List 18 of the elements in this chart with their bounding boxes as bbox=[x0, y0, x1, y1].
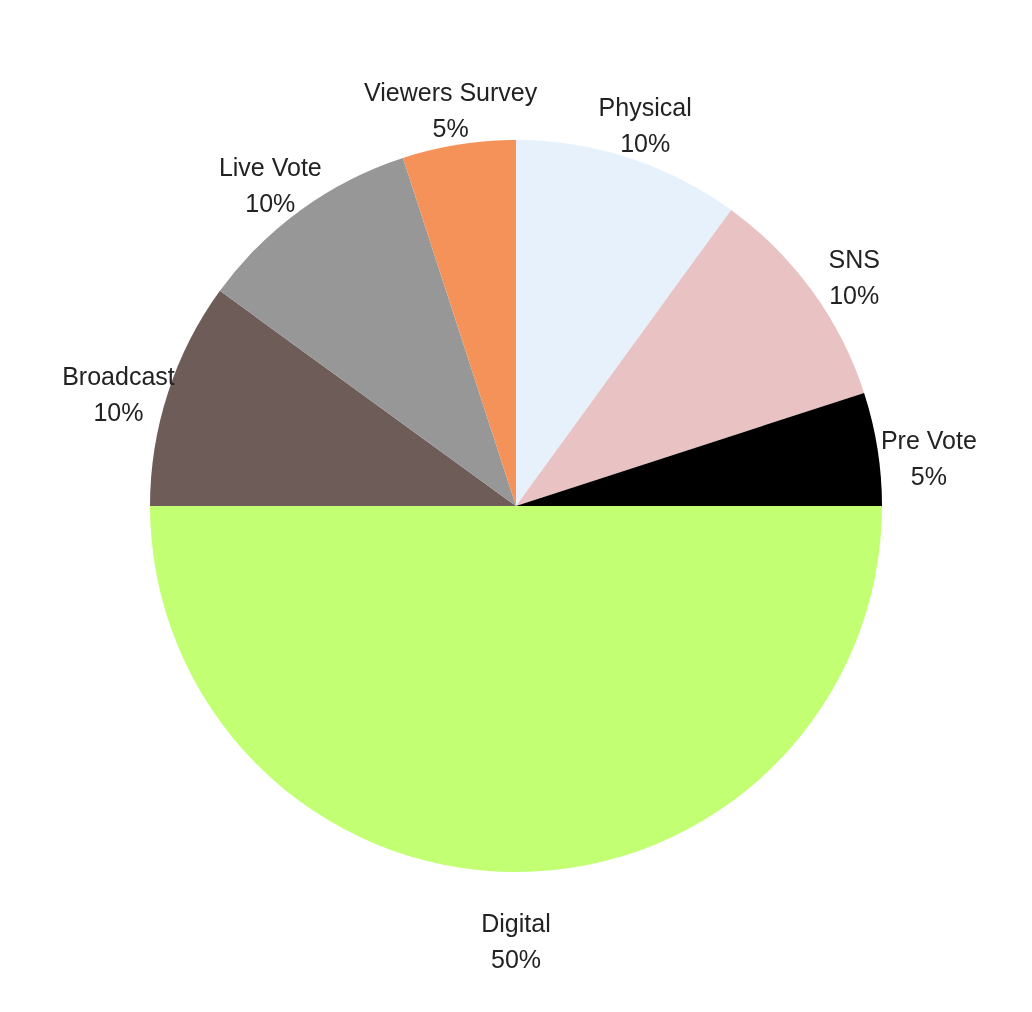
pie-slice bbox=[516, 392, 882, 506]
pie-slice bbox=[219, 157, 516, 506]
slice-label: Viewers Survey bbox=[364, 78, 538, 107]
slice-label: Live Vote bbox=[218, 152, 322, 181]
pie-slice bbox=[150, 506, 882, 872]
pie-slice bbox=[402, 140, 516, 506]
data-label: 10% bbox=[245, 188, 296, 217]
data-label: 10% bbox=[829, 281, 880, 310]
slice-label: Digital bbox=[481, 909, 551, 937]
data-label: 5% bbox=[432, 114, 469, 143]
data-label: 10% bbox=[93, 397, 144, 426]
slice-label: Physical bbox=[598, 93, 692, 122]
data-label: 50% bbox=[490, 945, 542, 973]
slice-label: Pre Vote bbox=[880, 425, 977, 454]
slice-label: SNS bbox=[828, 245, 880, 274]
slice-label: Broadcast bbox=[62, 361, 175, 390]
data-label: 5% bbox=[910, 461, 947, 490]
data-label: 10% bbox=[620, 129, 671, 158]
